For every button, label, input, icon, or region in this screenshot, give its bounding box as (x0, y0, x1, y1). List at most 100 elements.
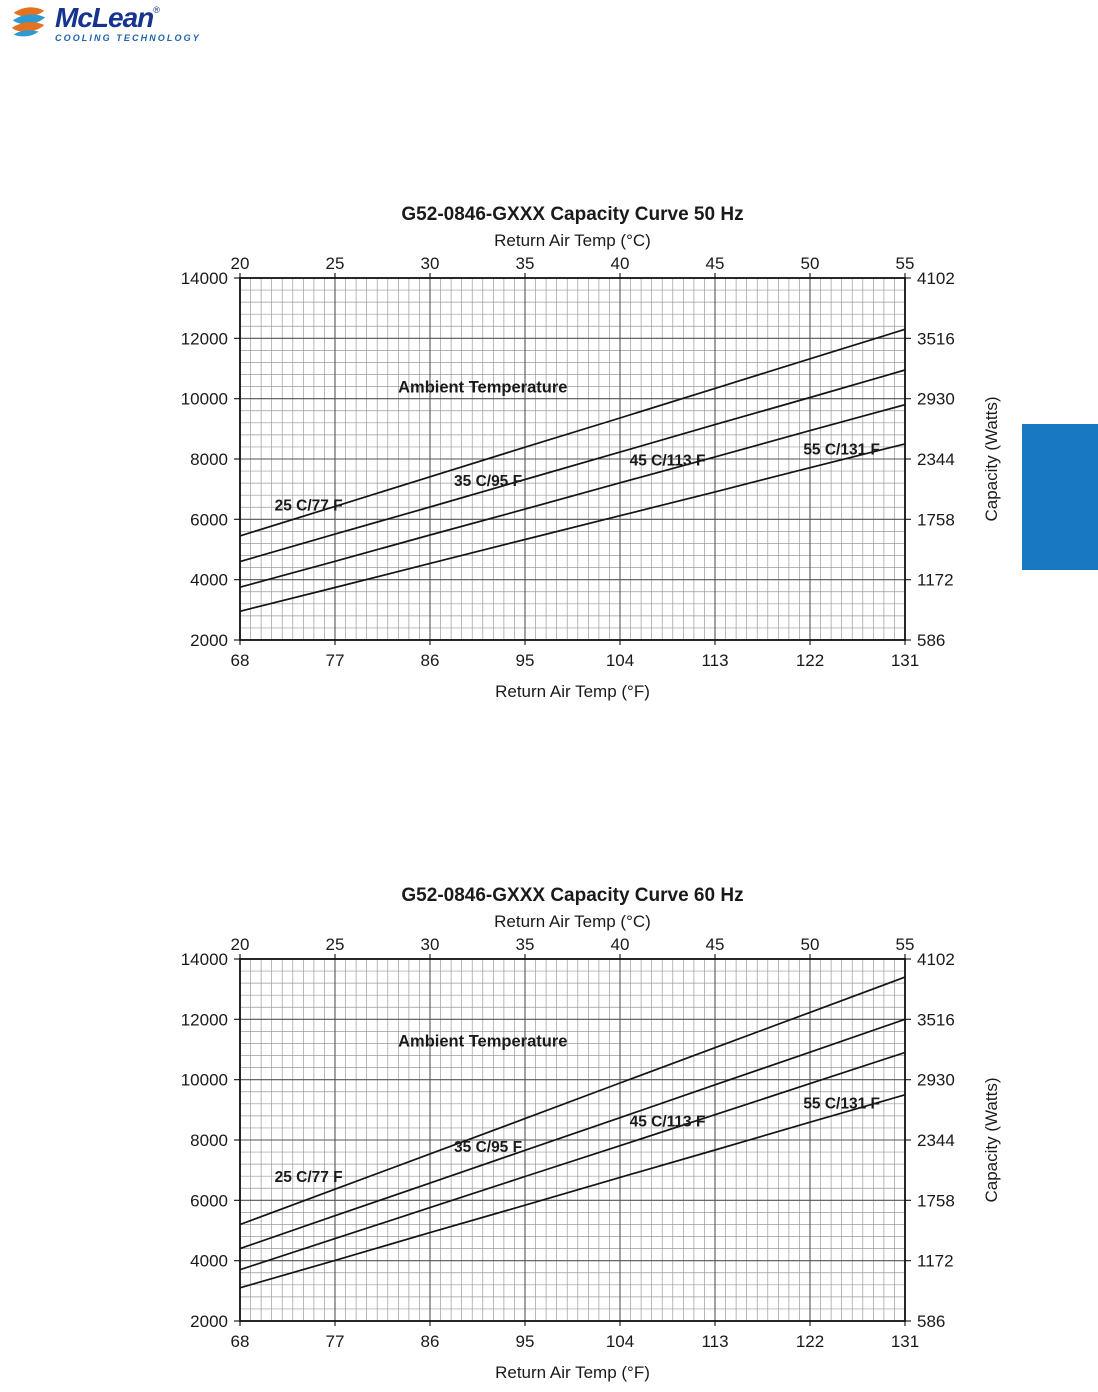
bottom-tick-label: 68 (231, 651, 250, 670)
top-tick-label: 50 (801, 254, 820, 273)
registered-mark: ® (153, 5, 160, 15)
chart-capacity-curve-50hz: 25 C/77 F 35 C/95 F 45 C/113 F 55 C/131 F Am… (140, 190, 1030, 711)
top-tick-label: 55 (896, 254, 915, 273)
series-line-25-c-77-f (239, 328, 906, 537)
side-tab (1022, 424, 1098, 570)
series-label-45-c-113-f: 45 C/113 F (630, 1113, 706, 1130)
ambient-temperature-annotation: Ambient Temperature (398, 379, 567, 397)
right-axis-label: Capacity (Watts) (982, 1077, 1001, 1202)
bottom-tick-label: 68 (231, 1332, 250, 1351)
left-tick-label: 2000 (190, 1312, 228, 1331)
series-label-55-c-131-f: 55 C/131 F (803, 1095, 880, 1112)
right-tick-label: 2930 (917, 390, 955, 409)
right-tick-label: 4102 (917, 269, 955, 288)
top-tick-label: 25 (326, 254, 345, 273)
bottom-tick-label: 113 (701, 651, 728, 670)
bottom-tick-label: 77 (326, 651, 345, 670)
mclean-logo: McLean ® COOLING TECHNOLOGY (10, 4, 201, 43)
bottom-tick-label: 131 (891, 651, 919, 670)
top-axis-label: Return Air Temp (°C) (494, 231, 651, 250)
right-tick-label: 3516 (917, 1010, 955, 1029)
top-tick-label: 50 (801, 935, 820, 954)
top-tick-label: 30 (421, 935, 440, 954)
left-tick-label: 14000 (181, 269, 228, 288)
left-tick-label: 4000 (190, 1252, 228, 1271)
series-label-25-c-77-f: 25 C/77 F (275, 1169, 343, 1186)
left-tick-label: 8000 (190, 450, 228, 469)
logo-swirl-orange (11, 22, 45, 32)
bottom-tick-label: 113 (701, 1332, 728, 1351)
bottom-tick-label: 86 (421, 1332, 440, 1351)
brand-name: McLean (55, 2, 154, 33)
left-tick-label: 8000 (190, 1131, 228, 1150)
right-tick-label: 4102 (917, 950, 955, 969)
brand-tagline: COOLING TECHNOLOGY (55, 33, 201, 43)
logo-swirl-bottom-blue (13, 30, 39, 37)
top-tick-label: 35 (516, 254, 535, 273)
mclean-logo-icon (11, 7, 46, 37)
top-tick-label: 20 (231, 935, 250, 954)
right-tick-label: 1758 (917, 510, 955, 529)
top-tick-label: 30 (421, 254, 440, 273)
bottom-axis-label: Return Air Temp (°F) (495, 682, 650, 701)
bottom-tick-label: 104 (606, 651, 634, 670)
bottom-tick-label: 95 (516, 1332, 535, 1351)
left-tick-label: 4000 (190, 571, 228, 590)
series-line-45-c-113-f (239, 1051, 906, 1271)
logo-text: McLean ® COOLING TECHNOLOGY (55, 2, 201, 44)
chart-title: G52-0846-GXXX Capacity Curve 50 Hz (401, 204, 743, 225)
top-tick-label: 45 (706, 254, 725, 273)
right-tick-label: 2344 (917, 450, 955, 469)
top-tick-label: 20 (231, 254, 250, 273)
bottom-tick-label: 122 (796, 651, 824, 670)
top-tick-label: 40 (611, 254, 630, 273)
series-label-55-c-131-f: 55 C/131 F (803, 441, 880, 458)
right-tick-label: 1758 (917, 1191, 955, 1210)
right-tick-label: 586 (917, 631, 945, 650)
top-axis-label: Return Air Temp (°C) (494, 912, 651, 931)
top-tick-label: 35 (516, 935, 535, 954)
logo-swirl-blue (12, 14, 46, 25)
right-tick-label: 1172 (917, 1252, 954, 1271)
series-line-25-c-77-f (239, 976, 906, 1226)
logo-swirl-top-orange (13, 7, 45, 17)
top-tick-label: 55 (896, 935, 915, 954)
ambient-temperature-annotation: Ambient Temperature (398, 1032, 567, 1050)
capacity-curve-60hz-svg: 25 C/77 F 35 C/95 F 45 C/113 F 55 C/131 F Am… (181, 885, 1001, 1382)
series-label-45-c-113-f: 45 C/113 F (630, 453, 706, 470)
series-label-25-c-77-f: 25 C/77 F (275, 497, 343, 514)
plot-border (239, 958, 906, 1322)
series-label-35-c-95-f: 35 C/95 F (454, 1139, 522, 1156)
series-line-35-c-95-f (239, 369, 906, 563)
left-tick-label: 12000 (181, 1010, 228, 1029)
top-tick-label: 45 (706, 935, 725, 954)
left-tick-label: 2000 (190, 631, 228, 650)
left-tick-label: 6000 (190, 510, 228, 529)
series-label-35-c-95-f: 35 C/95 F (454, 473, 522, 490)
bottom-tick-label: 131 (891, 1332, 919, 1351)
right-axis-label: Capacity (Watts) (982, 396, 1001, 521)
bottom-tick-label: 86 (421, 651, 440, 670)
bottom-tick-label: 95 (516, 651, 535, 670)
right-tick-label: 3516 (917, 329, 955, 348)
left-tick-label: 12000 (181, 329, 228, 348)
left-tick-label: 10000 (181, 390, 228, 409)
top-tick-label: 40 (611, 935, 630, 954)
bottom-tick-label: 104 (606, 1332, 634, 1351)
right-tick-label: 2930 (917, 1071, 955, 1090)
chart-capacity-curve-60hz: 25 C/77 F 35 C/95 F 45 C/113 F 55 C/131 F Am… (140, 871, 1030, 1392)
chart-title: G52-0846-GXXX Capacity Curve 60 Hz (401, 885, 743, 906)
left-tick-label: 10000 (181, 1071, 228, 1090)
right-tick-label: 1172 (917, 571, 954, 590)
bottom-tick-label: 77 (326, 1332, 345, 1351)
left-tick-label: 6000 (190, 1191, 228, 1210)
series-line-45-c-113-f (239, 403, 906, 589)
top-tick-label: 25 (326, 935, 345, 954)
series-line-35-c-95-f (239, 1018, 906, 1250)
bottom-axis-label: Return Air Temp (°F) (495, 1363, 650, 1382)
plot-border (239, 277, 906, 641)
series-line-55-c-131-f (239, 1093, 906, 1289)
bottom-tick-label: 122 (796, 1332, 824, 1351)
series-line-55-c-131-f (239, 443, 906, 613)
capacity-curve-50hz-svg: 25 C/77 F 35 C/95 F 45 C/113 F 55 C/131 F Am… (181, 204, 1001, 701)
